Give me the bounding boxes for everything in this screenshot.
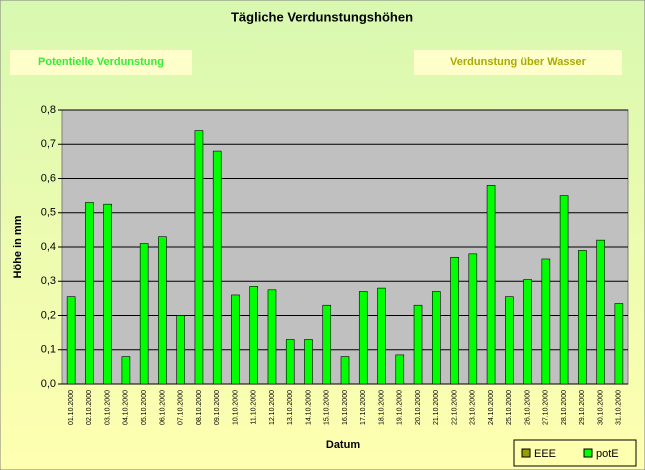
x-tick-label: 04.10.2000 — [123, 390, 130, 425]
x-tick-label: 11.10.2000 — [251, 390, 258, 425]
x-tick-label: 05.10.2000 — [141, 390, 148, 425]
y-tick-label: 0,0 — [41, 378, 56, 390]
button-label[interactable]: Verdunstung über Wasser — [450, 56, 587, 68]
y-tick-label: 0,1 — [41, 344, 56, 356]
x-tick-label: 06.10.2000 — [159, 390, 166, 425]
x-tick-label: 29.10.2000 — [579, 390, 586, 425]
x-tick-label: 03.10.2000 — [104, 390, 111, 425]
x-tick-label: 24.10.2000 — [488, 390, 495, 425]
chart-title: Tägliche Verdunstungshöhen — [231, 9, 413, 24]
button-label[interactable]: Potentielle Verdunstung — [38, 56, 164, 68]
bar — [285, 339, 295, 385]
y-tick-label: 0,2 — [41, 309, 56, 321]
x-tick-label: 20.10.2000 — [415, 390, 422, 425]
bar — [358, 291, 368, 385]
x-axis-label: Datum — [326, 439, 360, 451]
x-tick-label: 02.10.2000 — [86, 390, 93, 425]
bar — [322, 304, 332, 385]
x-tick-label: 18.10.2000 — [378, 390, 385, 425]
legend — [513, 439, 637, 467]
bar — [194, 130, 204, 385]
x-tick-label: 14.10.2000 — [305, 390, 312, 425]
bar — [85, 202, 94, 385]
bar — [66, 296, 76, 385]
legend-label: EEE — [534, 448, 556, 460]
bar — [505, 296, 514, 385]
x-tick-label: 19.10.2000 — [397, 390, 404, 425]
x-tick-label: 12.10.2000 — [269, 390, 276, 425]
bar — [559, 195, 569, 385]
bar — [431, 291, 441, 385]
y-tick-label: 0,6 — [41, 172, 56, 184]
button[interactable] — [414, 50, 622, 75]
x-tick-label: 17.10.2000 — [360, 390, 367, 425]
bar — [541, 258, 551, 385]
bar — [486, 185, 496, 385]
x-tick-label: 25.10.2000 — [506, 390, 513, 425]
x-tick-label: 13.10.2000 — [287, 390, 294, 425]
bar — [249, 286, 259, 385]
x-tick-label: 31.10.2000 — [616, 390, 623, 425]
bar — [578, 250, 587, 385]
bar — [176, 315, 185, 385]
x-tick-label: 21.10.2000 — [433, 390, 440, 425]
bar — [304, 339, 313, 385]
bar — [614, 303, 624, 385]
bar — [413, 304, 423, 385]
x-tick-label: 27.10.2000 — [543, 390, 550, 425]
x-tick-label: 10.10.2000 — [232, 390, 239, 425]
bar — [596, 239, 605, 385]
x-tick-label: 26.10.2000 — [524, 390, 531, 425]
bar — [377, 287, 386, 385]
bar — [340, 356, 350, 385]
x-tick-label: 09.10.2000 — [214, 390, 221, 425]
bar — [103, 203, 112, 385]
y-tick-label: 0,4 — [41, 241, 56, 253]
x-tick-label: 22.10.2000 — [451, 390, 458, 425]
y-tick-label: 0,5 — [41, 207, 56, 219]
bar — [212, 150, 222, 385]
bar — [121, 356, 131, 385]
bar — [450, 256, 459, 385]
y-tick-label: 0,8 — [41, 104, 56, 116]
x-tick-label: 23.10.2000 — [470, 390, 477, 425]
x-tick-label: 28.10.2000 — [561, 390, 568, 425]
y-axis-label: Höhe in mm — [12, 215, 24, 278]
bar — [395, 354, 405, 385]
bar — [158, 236, 167, 385]
bar — [267, 289, 277, 385]
legend-swatch — [583, 448, 593, 458]
bar — [468, 253, 478, 385]
bar — [139, 243, 149, 385]
button[interactable] — [10, 50, 192, 75]
bar — [231, 294, 240, 385]
x-tick-label: 01.10.2000 — [68, 390, 75, 425]
bar — [523, 279, 532, 385]
x-tick-label: 08.10.2000 — [196, 390, 203, 425]
x-tick-label: 30.10.2000 — [597, 390, 604, 425]
x-tick-label: 16.10.2000 — [342, 390, 349, 425]
x-tick-label: 07.10.2000 — [178, 390, 185, 425]
y-tick-label: 0,3 — [41, 275, 56, 287]
legend-swatch — [521, 448, 531, 458]
legend-label: potE — [596, 448, 619, 460]
x-tick-label: 15.10.2000 — [324, 390, 331, 425]
y-tick-label: 0,7 — [41, 138, 56, 150]
